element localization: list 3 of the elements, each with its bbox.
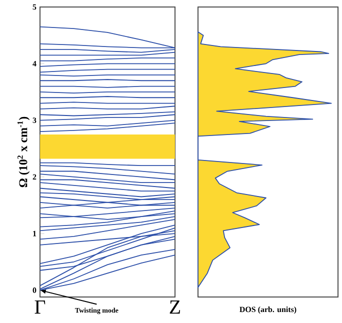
x-tick-label: Γ [34, 300, 46, 314]
x-tick-label: Z [170, 300, 180, 314]
y-axis-title: Ω (10$^{2}$ x cm$^{-1}$) [17, 116, 30, 188]
